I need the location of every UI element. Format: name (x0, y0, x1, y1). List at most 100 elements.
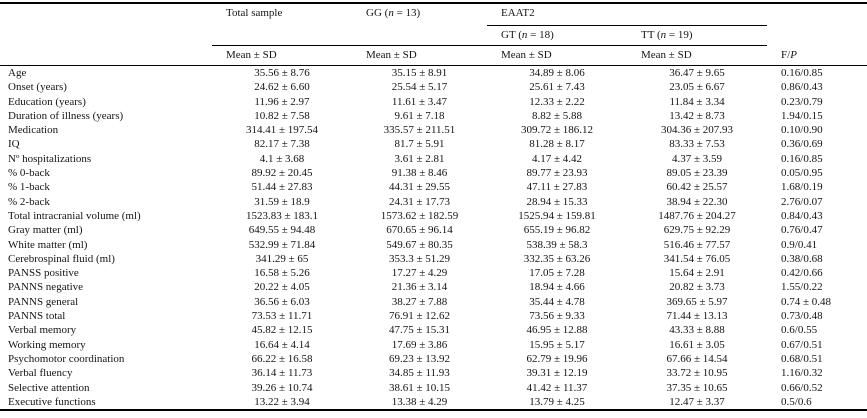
table-row: Total intracranial volume (ml) 1523.83 ±… (0, 209, 867, 223)
table-row: Cerebrospinal fluid (ml) 341.29 ± 65 353… (0, 252, 867, 266)
cell-fp: 0.05/0.95 (781, 167, 823, 180)
cell-gt: 18.94 ± 4.66 (529, 281, 585, 294)
cell-total-sample: 82.17 ± 7.38 (254, 138, 310, 151)
cell-total-sample: 66.22 ± 16.58 (251, 352, 313, 365)
cell-fp: 0.10/0.90 (781, 124, 823, 137)
cell-gt: 28.94 ± 15.33 (526, 195, 588, 208)
row-label: % 0-back (8, 167, 50, 180)
table-row: % 2-back 31.59 ± 18.9 24.31 ± 17.73 28.9… (0, 195, 867, 209)
cell-total-sample: 16.64 ± 4.14 (254, 338, 310, 351)
cell-tt: 33.72 ± 10.95 (666, 367, 728, 380)
header-row-mean-sd: Mean ± SD Mean ± SD Mean ± SD Mean ± SD … (0, 45, 867, 66)
cell-gt: 46.95 ± 12.88 (526, 324, 588, 337)
cell-fp: 0.76/0.47 (781, 224, 823, 237)
cell-gg: 34.85 ± 11.93 (389, 367, 450, 380)
col-header-total-sample: Total sample (212, 3, 352, 46)
cell-gg: 91.38 ± 8.46 (391, 167, 448, 180)
cell-gt: 17.05 ± 7.28 (529, 267, 585, 280)
cell-gt: 332.35 ± 63.26 (523, 252, 591, 265)
row-label: Psychomotor coordination (8, 352, 125, 365)
table-row: Gray matter (ml) 649.55 ± 94.48 670.65 ±… (0, 223, 867, 237)
row-label: Medication (8, 124, 59, 137)
cell-fp: 2.76/0.07 (781, 195, 823, 208)
cell-total-sample: 89.92 ± 20.45 (251, 167, 313, 180)
row-label: PANSS positive (8, 267, 79, 280)
cell-tt: 43.33 ± 8.88 (669, 324, 725, 337)
mean-sd-total: Mean ± SD (212, 45, 352, 66)
cell-gg: 44.31 ± 29.55 (388, 181, 451, 194)
cell-tt: 67.66 ± 14.54 (666, 352, 728, 365)
col-header-gt: GT (n = 18) (487, 25, 627, 46)
row-label: PANNS total (8, 310, 66, 323)
cell-fp: 0.23/0.79 (781, 95, 823, 108)
table-row: Psychomotor coordination 66.22 ± 16.58 6… (0, 352, 867, 366)
row-label: Verbal memory (8, 324, 77, 337)
cell-tt: 23.05 ± 6.67 (669, 81, 725, 94)
col-header-tt: TT (n = 19) (627, 25, 768, 46)
cell-tt: 12.47 ± 3.37 (669, 395, 725, 408)
cell-total-sample: 13.22 ± 3.94 (254, 395, 310, 408)
cell-gg: 81.7 ± 5.91 (394, 138, 445, 151)
cell-gt: 15.95 ± 5.17 (529, 338, 585, 351)
cell-tt: 15.64 ± 2.91 (669, 267, 725, 280)
cell-tt: 13.42 ± 8.73 (669, 109, 725, 122)
cell-fp: 0.9/0.41 (781, 238, 818, 251)
cell-gt: 1525.94 ± 159.81 (518, 209, 596, 222)
cell-total-sample: 51.44 ± 27.83 (251, 181, 313, 194)
cell-gt: 25.61 ± 7.43 (529, 81, 585, 94)
cell-total-sample: 73.53 ± 11.71 (251, 310, 313, 323)
cell-gt: 62.79 ± 19.96 (526, 352, 588, 365)
header-empty-fp (767, 3, 867, 46)
cell-gt: 35.44 ± 4.78 (529, 295, 585, 308)
cell-tt: 4.37 ± 3.59 (671, 152, 723, 165)
mean-sd-tt: Mean ± SD (627, 45, 768, 66)
row-label: Total intracranial volume (ml) (8, 209, 141, 222)
cell-gt: 39.31 ± 12.19 (526, 367, 588, 380)
cell-gg: 35.15 ± 8.91 (391, 67, 448, 79)
row-label: Executive functions (8, 395, 96, 408)
cell-gg: 17.69 ± 3.86 (391, 338, 448, 351)
cell-tt: 304.36 ± 207.93 (660, 124, 734, 137)
cell-total-sample: 649.55 ± 94.48 (248, 224, 316, 237)
cell-gt: 538.39 ± 58.3 (526, 238, 588, 251)
cell-total-sample: 4.1 ± 3.68 (259, 152, 305, 165)
cell-tt: 20.82 ± 3.73 (669, 281, 725, 294)
cell-gg: 13.38 ± 4.29 (391, 395, 448, 408)
cell-fp: 0.73/0.48 (781, 310, 823, 323)
cell-tt: 60.42 ± 25.57 (666, 181, 728, 194)
table-row: IQ 82.17 ± 7.38 81.7 ± 5.91 81.28 ± 8.17… (0, 137, 867, 151)
table-row: Verbal fluency 36.14 ± 11.73 34.85 ± 11.… (0, 366, 867, 380)
cell-total-sample: 341.29 ± 65 (255, 252, 309, 265)
cell-total-sample: 11.96 ± 2.97 (254, 95, 310, 108)
cell-gg: 670.65 ± 96.14 (386, 224, 453, 237)
table-row: Verbal memory 45.82 ± 12.15 47.75 ± 15.3… (0, 323, 867, 337)
row-label: Education (years) (8, 95, 86, 108)
cell-fp: 0.68/0.51 (781, 352, 823, 365)
cell-tt: 36.47 ± 9.65 (669, 67, 725, 79)
cell-fp: 1.16/0.32 (781, 367, 823, 380)
cell-gt: 13.79 ± 4.25 (529, 395, 585, 408)
row-label: Gray matter (ml) (8, 224, 83, 237)
table-row: Duration of illness (years) 10.82 ± 7.58… (0, 109, 867, 123)
table-row: Selective attention 39.26 ± 10.74 38.61 … (0, 381, 867, 395)
mean-sd-gt: Mean ± SD (487, 45, 627, 66)
cell-total-sample: 314.41 ± 197.54 (245, 124, 319, 137)
cell-gg: 21.36 ± 3.14 (391, 281, 448, 294)
cell-gt: 41.42 ± 11.37 (526, 381, 588, 394)
cell-fp: 0.38/0.68 (781, 252, 823, 265)
cell-gg: 25.54 ± 5.17 (391, 81, 448, 94)
table-row: % 0-back 89.92 ± 20.45 91.38 ± 8.46 89.7… (0, 166, 867, 180)
mean-sd-empty (0, 45, 212, 66)
cell-total-sample: 35.56 ± 8.76 (254, 67, 310, 79)
row-label: % 1-back (8, 181, 50, 194)
cell-tt: 16.61 ± 3.05 (669, 338, 725, 351)
col-header-gg: GG (n = 13) (352, 3, 487, 46)
row-label: Duration of illness (years) (8, 109, 124, 122)
cell-fp: 0.67/0.51 (781, 338, 823, 351)
cell-gg: 9.61 ± 7.18 (394, 109, 445, 122)
table-row: White matter (ml) 532.99 ± 71.84 549.67 … (0, 238, 867, 252)
cell-gg: 38.61 ± 10.15 (388, 381, 451, 394)
cell-total-sample: 532.99 ± 71.84 (248, 238, 316, 251)
